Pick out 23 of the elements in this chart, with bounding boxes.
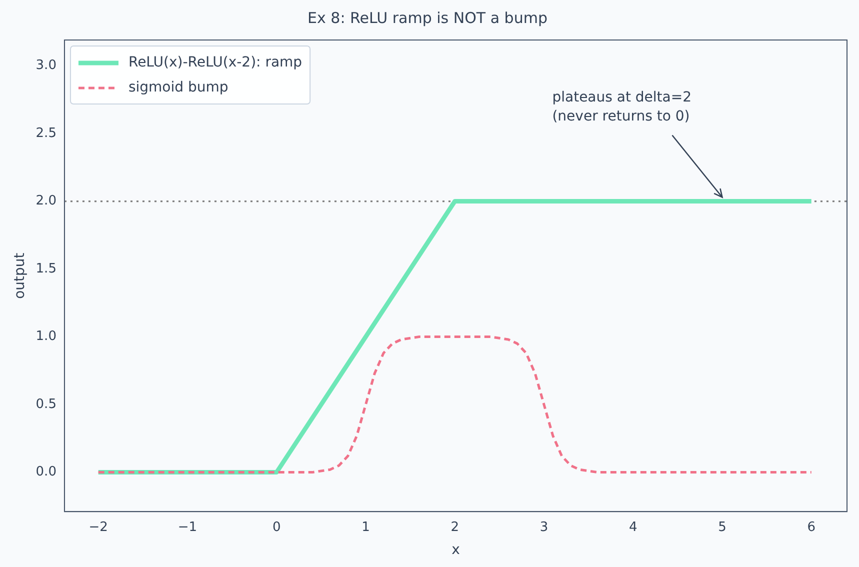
chart-title: Ex 8: ReLU ramp is NOT a bump [308,8,548,27]
y-tick-label: 0.0 [36,464,56,480]
x-tick-label: 1 [362,520,370,535]
y-tick-label: 3.0 [36,58,56,74]
x-tick-label: 5 [718,520,726,535]
y-tick-label: 1.5 [36,261,56,276]
x-axis-title: x [452,542,460,558]
x-tick-label: 0 [272,520,281,535]
x-tick-label: −1 [178,520,198,535]
line-series [97,336,813,474]
y-tick-label: 2.5 [36,126,56,141]
annotation: plateaus at delta=2 (never returns to 0) [552,89,692,124]
x-tick-label: −2 [88,520,108,535]
x-tick-label: 6 [807,520,816,535]
x-tick-label: 2 [450,520,459,535]
legend-label: sigmoid bump [128,80,228,96]
y-axis-title: output [12,252,28,299]
x-tick-label: 4 [628,520,638,535]
y-tick-label: 1.0 [36,329,56,344]
legend-label: ReLU(x)-ReLU(x-2): ramp [128,54,302,71]
y-tick-label: 0.5 [36,396,56,412]
y-tick-label: 2.0 [36,194,56,209]
x-tick-label: 3 [540,520,548,535]
